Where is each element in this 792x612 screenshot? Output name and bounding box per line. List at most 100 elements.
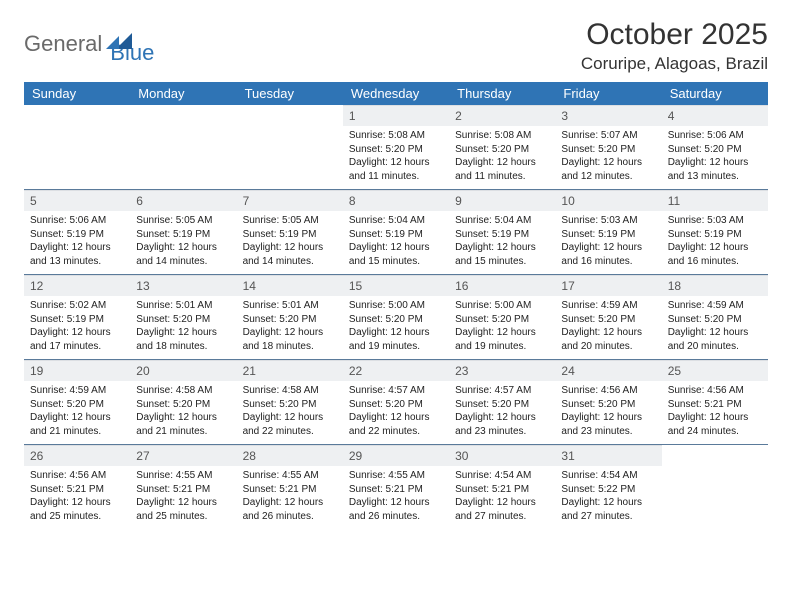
day-number: 3: [555, 105, 661, 126]
day-header-row: Sunday Monday Tuesday Wednesday Thursday…: [24, 82, 768, 105]
calendar-cell: 18Sunrise: 4:59 AMSunset: 5:20 PMDayligh…: [662, 275, 768, 360]
day-number: 30: [449, 445, 555, 466]
calendar-cell: 3Sunrise: 5:07 AMSunset: 5:20 PMDaylight…: [555, 105, 661, 190]
calendar-row: 26Sunrise: 4:56 AMSunset: 5:21 PMDayligh…: [24, 445, 768, 530]
day-details: Sunrise: 4:55 AMSunset: 5:21 PMDaylight:…: [343, 466, 449, 529]
day-details: Sunrise: 4:57 AMSunset: 5:20 PMDaylight:…: [449, 381, 555, 444]
calendar-cell: 27Sunrise: 4:55 AMSunset: 5:21 PMDayligh…: [130, 445, 236, 530]
day-number: 19: [24, 360, 130, 381]
day-details: Sunrise: 4:56 AMSunset: 5:21 PMDaylight:…: [662, 381, 768, 444]
calendar-cell: 9Sunrise: 5:04 AMSunset: 5:19 PMDaylight…: [449, 190, 555, 275]
calendar-cell: 31Sunrise: 4:54 AMSunset: 5:22 PMDayligh…: [555, 445, 661, 530]
calendar-cell: 7Sunrise: 5:05 AMSunset: 5:19 PMDaylight…: [237, 190, 343, 275]
calendar-cell: 20Sunrise: 4:58 AMSunset: 5:20 PMDayligh…: [130, 360, 236, 445]
page-title: October 2025: [581, 18, 768, 52]
day-details: Sunrise: 4:56 AMSunset: 5:21 PMDaylight:…: [24, 466, 130, 529]
day-number: 2: [449, 105, 555, 126]
logo: General Blue: [24, 22, 154, 66]
calendar-cell: 13Sunrise: 5:01 AMSunset: 5:20 PMDayligh…: [130, 275, 236, 360]
day-number: 21: [237, 360, 343, 381]
calendar-cell: 21Sunrise: 4:58 AMSunset: 5:20 PMDayligh…: [237, 360, 343, 445]
calendar-cell: 8Sunrise: 5:04 AMSunset: 5:19 PMDaylight…: [343, 190, 449, 275]
day-details: Sunrise: 4:59 AMSunset: 5:20 PMDaylight:…: [24, 381, 130, 444]
day-details: Sunrise: 5:04 AMSunset: 5:19 PMDaylight:…: [343, 211, 449, 274]
calendar-cell: [237, 105, 343, 190]
calendar-cell: 16Sunrise: 5:00 AMSunset: 5:20 PMDayligh…: [449, 275, 555, 360]
calendar-cell: 19Sunrise: 4:59 AMSunset: 5:20 PMDayligh…: [24, 360, 130, 445]
calendar-table: Sunday Monday Tuesday Wednesday Thursday…: [24, 82, 768, 529]
day-details: Sunrise: 5:04 AMSunset: 5:19 PMDaylight:…: [449, 211, 555, 274]
calendar-cell: 1Sunrise: 5:08 AMSunset: 5:20 PMDaylight…: [343, 105, 449, 190]
day-number: 5: [24, 190, 130, 211]
calendar-cell: 24Sunrise: 4:56 AMSunset: 5:20 PMDayligh…: [555, 360, 661, 445]
day-details: Sunrise: 5:08 AMSunset: 5:20 PMDaylight:…: [449, 126, 555, 189]
day-number: 10: [555, 190, 661, 211]
logo-word1: General: [24, 31, 102, 57]
day-number: 7: [237, 190, 343, 211]
logo-triangle-icon: [106, 31, 132, 49]
day-number: 20: [130, 360, 236, 381]
day-number: 15: [343, 275, 449, 296]
day-details: Sunrise: 4:58 AMSunset: 5:20 PMDaylight:…: [130, 381, 236, 444]
day-header: Saturday: [662, 82, 768, 105]
day-number: 31: [555, 445, 661, 466]
day-header: Friday: [555, 82, 661, 105]
day-details: Sunrise: 4:56 AMSunset: 5:20 PMDaylight:…: [555, 381, 661, 444]
day-header: Wednesday: [343, 82, 449, 105]
calendar-cell: 28Sunrise: 4:55 AMSunset: 5:21 PMDayligh…: [237, 445, 343, 530]
day-number: 9: [449, 190, 555, 211]
day-details: Sunrise: 5:06 AMSunset: 5:20 PMDaylight:…: [662, 126, 768, 189]
calendar-row: 1Sunrise: 5:08 AMSunset: 5:20 PMDaylight…: [24, 105, 768, 190]
calendar-cell: 10Sunrise: 5:03 AMSunset: 5:19 PMDayligh…: [555, 190, 661, 275]
day-number: 22: [343, 360, 449, 381]
calendar-cell: [662, 445, 768, 530]
calendar-cell: 29Sunrise: 4:55 AMSunset: 5:21 PMDayligh…: [343, 445, 449, 530]
day-number: 29: [343, 445, 449, 466]
day-details: Sunrise: 5:05 AMSunset: 5:19 PMDaylight:…: [237, 211, 343, 274]
day-details: Sunrise: 5:01 AMSunset: 5:20 PMDaylight:…: [237, 296, 343, 359]
calendar-cell: 25Sunrise: 4:56 AMSunset: 5:21 PMDayligh…: [662, 360, 768, 445]
day-details: Sunrise: 5:01 AMSunset: 5:20 PMDaylight:…: [130, 296, 236, 359]
day-details: Sunrise: 5:03 AMSunset: 5:19 PMDaylight:…: [555, 211, 661, 274]
day-details: Sunrise: 4:54 AMSunset: 5:22 PMDaylight:…: [555, 466, 661, 529]
calendar-cell: 11Sunrise: 5:03 AMSunset: 5:19 PMDayligh…: [662, 190, 768, 275]
calendar-cell: [130, 105, 236, 190]
day-header: Monday: [130, 82, 236, 105]
calendar-row: 19Sunrise: 4:59 AMSunset: 5:20 PMDayligh…: [24, 360, 768, 445]
calendar-cell: 17Sunrise: 4:59 AMSunset: 5:20 PMDayligh…: [555, 275, 661, 360]
day-details: Sunrise: 4:55 AMSunset: 5:21 PMDaylight:…: [237, 466, 343, 529]
day-number: 17: [555, 275, 661, 296]
day-details: Sunrise: 5:02 AMSunset: 5:19 PMDaylight:…: [24, 296, 130, 359]
calendar-cell: 23Sunrise: 4:57 AMSunset: 5:20 PMDayligh…: [449, 360, 555, 445]
day-number: 26: [24, 445, 130, 466]
calendar-cell: 22Sunrise: 4:57 AMSunset: 5:20 PMDayligh…: [343, 360, 449, 445]
day-number: 14: [237, 275, 343, 296]
calendar-cell: 26Sunrise: 4:56 AMSunset: 5:21 PMDayligh…: [24, 445, 130, 530]
day-details: Sunrise: 4:59 AMSunset: 5:20 PMDaylight:…: [662, 296, 768, 359]
day-header: Sunday: [24, 82, 130, 105]
day-number: 8: [343, 190, 449, 211]
calendar-row: 12Sunrise: 5:02 AMSunset: 5:19 PMDayligh…: [24, 275, 768, 360]
day-number: 23: [449, 360, 555, 381]
day-number: 28: [237, 445, 343, 466]
day-details: Sunrise: 4:57 AMSunset: 5:20 PMDaylight:…: [343, 381, 449, 444]
day-number: 6: [130, 190, 236, 211]
calendar-cell: 2Sunrise: 5:08 AMSunset: 5:20 PMDaylight…: [449, 105, 555, 190]
day-number: 16: [449, 275, 555, 296]
calendar-cell: 14Sunrise: 5:01 AMSunset: 5:20 PMDayligh…: [237, 275, 343, 360]
day-number: 25: [662, 360, 768, 381]
location-label: Coruripe, Alagoas, Brazil: [581, 54, 768, 74]
day-details: Sunrise: 5:00 AMSunset: 5:20 PMDaylight:…: [449, 296, 555, 359]
day-number: 27: [130, 445, 236, 466]
day-details: Sunrise: 5:07 AMSunset: 5:20 PMDaylight:…: [555, 126, 661, 189]
calendar-cell: 4Sunrise: 5:06 AMSunset: 5:20 PMDaylight…: [662, 105, 768, 190]
calendar-cell: 6Sunrise: 5:05 AMSunset: 5:19 PMDaylight…: [130, 190, 236, 275]
calendar-cell: [24, 105, 130, 190]
day-details: Sunrise: 4:59 AMSunset: 5:20 PMDaylight:…: [555, 296, 661, 359]
day-details: Sunrise: 5:08 AMSunset: 5:20 PMDaylight:…: [343, 126, 449, 189]
calendar-cell: 15Sunrise: 5:00 AMSunset: 5:20 PMDayligh…: [343, 275, 449, 360]
day-details: Sunrise: 4:54 AMSunset: 5:21 PMDaylight:…: [449, 466, 555, 529]
day-details: Sunrise: 5:00 AMSunset: 5:20 PMDaylight:…: [343, 296, 449, 359]
day-details: Sunrise: 4:55 AMSunset: 5:21 PMDaylight:…: [130, 466, 236, 529]
calendar-cell: 5Sunrise: 5:06 AMSunset: 5:19 PMDaylight…: [24, 190, 130, 275]
